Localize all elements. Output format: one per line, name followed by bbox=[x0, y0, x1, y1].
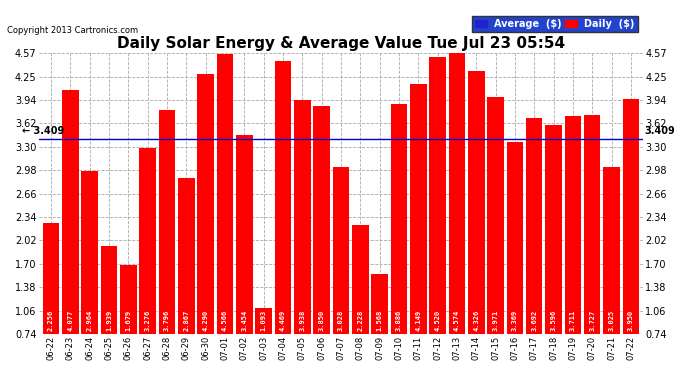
Bar bbox=[487, 98, 504, 334]
Text: 3.369: 3.369 bbox=[512, 309, 518, 331]
Text: 3.028: 3.028 bbox=[338, 309, 344, 331]
Text: 3.454: 3.454 bbox=[241, 309, 247, 331]
Text: 1.093: 1.093 bbox=[261, 309, 266, 331]
Text: 4.520: 4.520 bbox=[435, 309, 441, 331]
Bar bbox=[429, 57, 446, 334]
Text: 3.886: 3.886 bbox=[396, 309, 402, 331]
Bar bbox=[448, 53, 465, 334]
Text: 2.867: 2.867 bbox=[184, 309, 189, 331]
Bar bbox=[81, 171, 98, 334]
Text: 3.938: 3.938 bbox=[299, 309, 305, 331]
Text: 4.574: 4.574 bbox=[454, 309, 460, 331]
Text: 2.256: 2.256 bbox=[48, 309, 54, 331]
Bar bbox=[139, 148, 156, 334]
Bar bbox=[371, 274, 388, 334]
Bar bbox=[584, 115, 600, 334]
Bar bbox=[120, 266, 137, 334]
Bar bbox=[178, 178, 195, 334]
Bar bbox=[255, 309, 272, 334]
Title: Daily Solar Energy & Average Value Tue Jul 23 05:54: Daily Solar Energy & Average Value Tue J… bbox=[117, 36, 565, 51]
Text: 3.971: 3.971 bbox=[493, 309, 499, 331]
Text: 3.409: 3.409 bbox=[644, 126, 676, 136]
Bar bbox=[217, 54, 233, 334]
Text: 3.850: 3.850 bbox=[319, 309, 324, 331]
Text: 2.228: 2.228 bbox=[357, 309, 364, 331]
Bar bbox=[333, 166, 349, 334]
Text: Copyright 2013 Cartronics.com: Copyright 2013 Cartronics.com bbox=[7, 26, 138, 35]
Text: 3.727: 3.727 bbox=[589, 309, 595, 331]
Bar bbox=[313, 106, 330, 334]
Bar bbox=[410, 84, 426, 334]
Text: 2.964: 2.964 bbox=[87, 309, 92, 331]
Text: 4.469: 4.469 bbox=[280, 309, 286, 331]
Text: 3.276: 3.276 bbox=[145, 309, 150, 331]
Bar bbox=[43, 223, 59, 334]
Bar bbox=[545, 125, 562, 334]
Text: 4.077: 4.077 bbox=[68, 309, 73, 331]
Text: 3.711: 3.711 bbox=[570, 309, 576, 331]
Text: 3.596: 3.596 bbox=[551, 309, 557, 331]
Bar bbox=[101, 246, 117, 334]
Bar bbox=[391, 104, 407, 334]
Text: 1.568: 1.568 bbox=[377, 309, 383, 331]
Bar bbox=[564, 117, 581, 334]
Bar bbox=[603, 167, 620, 334]
Text: 4.566: 4.566 bbox=[222, 309, 228, 331]
Text: 4.290: 4.290 bbox=[203, 309, 208, 331]
Text: 3.796: 3.796 bbox=[164, 309, 170, 331]
Bar bbox=[159, 110, 175, 334]
Bar bbox=[294, 100, 310, 334]
Bar bbox=[468, 71, 484, 334]
Bar bbox=[622, 99, 639, 334]
Text: 1.939: 1.939 bbox=[106, 309, 112, 331]
Legend: Average  ($), Daily  ($): Average ($), Daily ($) bbox=[472, 16, 638, 32]
Text: 3.025: 3.025 bbox=[609, 309, 615, 331]
Bar bbox=[236, 135, 253, 334]
Bar bbox=[506, 141, 523, 334]
Bar bbox=[526, 118, 542, 334]
Bar bbox=[352, 225, 368, 334]
Text: ← 3.409: ← 3.409 bbox=[22, 126, 64, 136]
Text: 4.149: 4.149 bbox=[415, 309, 422, 331]
Text: 3.692: 3.692 bbox=[531, 309, 538, 331]
Text: 4.326: 4.326 bbox=[473, 309, 480, 331]
Bar bbox=[275, 61, 291, 334]
Text: 3.950: 3.950 bbox=[628, 309, 634, 331]
Bar bbox=[197, 74, 214, 334]
Text: 1.679: 1.679 bbox=[126, 309, 131, 331]
Bar bbox=[62, 90, 79, 334]
